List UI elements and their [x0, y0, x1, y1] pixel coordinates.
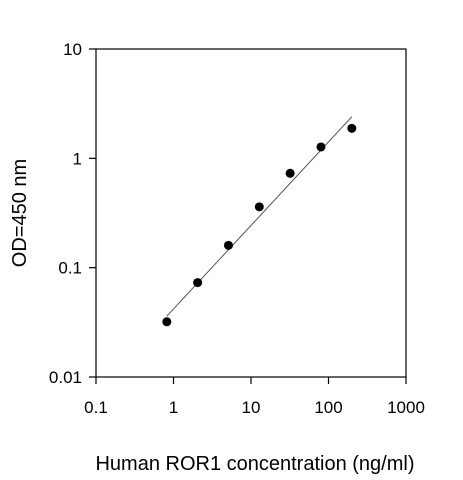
y-axis-title: OD=450 nm: [9, 159, 31, 267]
y-tick-label: 0.01: [49, 368, 82, 387]
x-tick-label: 1: [169, 398, 178, 417]
x-axis-title: Human ROR1 concentration (ng/ml): [95, 453, 414, 475]
data-point: [316, 142, 326, 152]
x-tick-label: 10: [242, 398, 261, 417]
data-point: [162, 317, 172, 327]
data-point: [223, 240, 233, 250]
x-axis-ticks: 0.1 1 10 100 1000: [84, 377, 425, 417]
x-tick-label: 1000: [387, 398, 425, 417]
data-point: [347, 123, 357, 133]
y-axis-ticks: 0.01 0.1 1 10: [49, 40, 96, 387]
x-tick-label: 0.1: [84, 398, 108, 417]
y-tick-label: 0.1: [58, 259, 82, 278]
data-point: [285, 168, 295, 178]
y-tick-label: 10: [63, 40, 82, 59]
x-tick-label: 100: [314, 398, 342, 417]
data-points: [162, 123, 357, 327]
data-point: [254, 202, 264, 212]
plot-frame: [95, 48, 407, 378]
data-point: [193, 278, 203, 288]
y-tick-label: 1: [73, 149, 82, 168]
